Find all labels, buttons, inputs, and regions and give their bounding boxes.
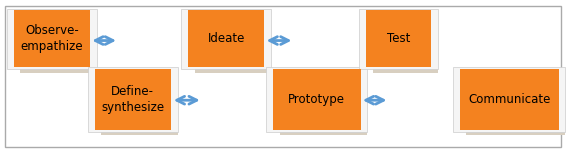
Text: Test: Test bbox=[387, 32, 410, 45]
FancyBboxPatch shape bbox=[88, 67, 178, 132]
FancyBboxPatch shape bbox=[101, 74, 178, 135]
FancyBboxPatch shape bbox=[280, 74, 367, 135]
FancyBboxPatch shape bbox=[466, 74, 565, 135]
Text: Communicate: Communicate bbox=[468, 93, 550, 106]
Text: Ideate: Ideate bbox=[207, 32, 245, 45]
FancyBboxPatch shape bbox=[14, 10, 90, 67]
FancyBboxPatch shape bbox=[273, 69, 361, 130]
FancyBboxPatch shape bbox=[7, 9, 97, 69]
FancyBboxPatch shape bbox=[20, 16, 97, 73]
FancyBboxPatch shape bbox=[266, 67, 367, 132]
FancyBboxPatch shape bbox=[460, 69, 559, 130]
FancyBboxPatch shape bbox=[5, 6, 561, 147]
FancyBboxPatch shape bbox=[195, 16, 271, 73]
Text: Define-
synthesize: Define- synthesize bbox=[101, 85, 164, 114]
FancyBboxPatch shape bbox=[373, 16, 438, 73]
FancyBboxPatch shape bbox=[453, 67, 565, 132]
FancyBboxPatch shape bbox=[181, 9, 271, 69]
FancyBboxPatch shape bbox=[95, 69, 171, 130]
Text: Observe-
empathize: Observe- empathize bbox=[20, 24, 83, 53]
FancyBboxPatch shape bbox=[366, 10, 431, 67]
FancyBboxPatch shape bbox=[359, 9, 438, 69]
FancyBboxPatch shape bbox=[188, 10, 264, 67]
Text: Prototype: Prototype bbox=[288, 93, 345, 106]
